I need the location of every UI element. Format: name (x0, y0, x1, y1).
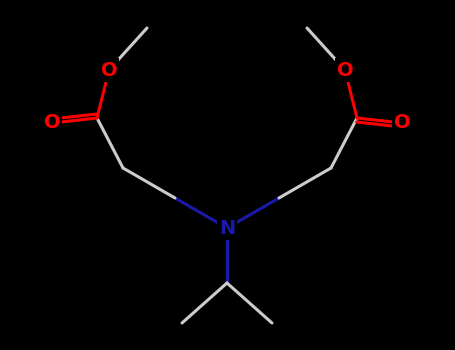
Text: O: O (101, 61, 117, 79)
Text: O: O (394, 113, 410, 133)
Text: O: O (337, 61, 354, 79)
Text: O: O (44, 113, 61, 133)
Text: N: N (219, 218, 235, 238)
